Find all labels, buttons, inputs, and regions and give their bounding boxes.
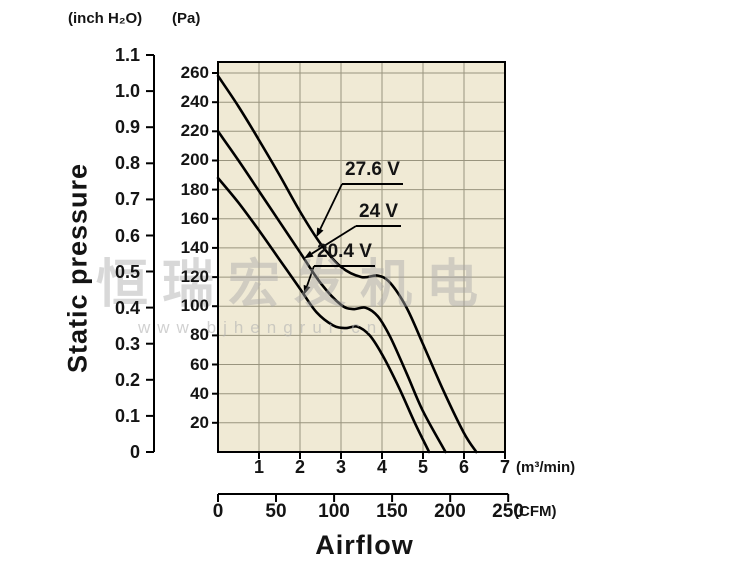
y-tick-pa: 220	[180, 121, 209, 140]
y-tick-inch: 0.8	[114, 153, 140, 173]
y-tick-pa: 240	[180, 92, 209, 111]
y-tick-pa: 200	[180, 150, 209, 169]
x-tick-m3: 2	[294, 457, 305, 477]
x-tick-m3: 3	[335, 457, 346, 477]
y-tick-pa: 120	[180, 267, 209, 286]
y-tick-inch: 0.2	[114, 370, 140, 390]
x-tick-cfm: 200	[434, 501, 466, 522]
y-tick-inch: 0.3	[114, 334, 140, 354]
y-tick-pa: 80	[190, 325, 209, 344]
y-tick-pa: 140	[180, 238, 209, 257]
y-tick-inch: 0.6	[114, 226, 140, 246]
y-tick-inch: 0	[129, 442, 140, 462]
y-tick-pa: 60	[190, 355, 209, 374]
curve-label-27-6v: 27.6 V	[342, 159, 403, 185]
y-tick-inch: 0.5	[114, 262, 140, 282]
x-tick-cfm: 250	[492, 501, 524, 522]
y-tick-pa: 160	[180, 209, 209, 228]
y-tick-inch: 0.1	[114, 406, 140, 426]
x-tick-m3: 4	[376, 457, 387, 477]
x-tick-cfm: 50	[265, 501, 287, 522]
x-tick-cfm: 100	[318, 501, 350, 522]
y-tick-pa: 40	[190, 384, 209, 403]
watermark-text: 恒瑞宏发机电	[96, 256, 493, 314]
y-tick-pa: 20	[190, 413, 209, 432]
y-tick-inch: 1.1	[114, 45, 140, 65]
x-axis-unit-cfm: (CFM)	[514, 503, 557, 520]
y-tick-inch: 0.4	[114, 298, 140, 318]
y-tick-inch: 1.0	[114, 81, 140, 101]
x-tick-cfm: 0	[212, 501, 224, 522]
x-axis-title: Airflow	[315, 530, 414, 560]
x-tick-m3: 1	[253, 457, 264, 477]
y-axis-unit-inch-h2o: (inch H₂O)	[68, 10, 143, 27]
watermark-url: www.bjhengrui.cn	[138, 318, 384, 337]
curve-label-20-4v: 20.4 V	[314, 241, 375, 267]
y-tick-pa: 100	[180, 296, 209, 315]
y-tick-inch: 0.7	[114, 189, 140, 209]
curve-label-24v: 24 V	[356, 201, 402, 227]
x-axis-unit-m3min: (m³/min)	[516, 459, 576, 476]
y-tick-inch: 0.9	[114, 117, 140, 137]
y-tick-pa: 260	[180, 63, 209, 82]
x-tick-m3: 7	[499, 457, 510, 477]
y-tick-pa: 180	[180, 180, 209, 199]
x-tick-cfm: 150	[376, 501, 408, 522]
y-axis-unit-pa: (Pa)	[172, 10, 201, 27]
x-tick-m3: 6	[458, 457, 469, 477]
x-tick-m3: 5	[417, 457, 428, 477]
